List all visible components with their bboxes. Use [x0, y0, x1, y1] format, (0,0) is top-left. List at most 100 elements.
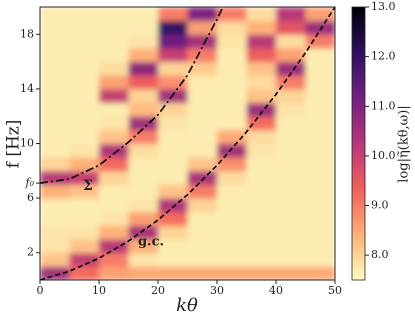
- heatmap-cell: [305, 170, 335, 185]
- x-tick-label: 20: [151, 284, 165, 297]
- heatmap-cell: [128, 102, 159, 117]
- heatmap-cell: [40, 211, 70, 226]
- y-tick-label: 6: [27, 191, 34, 204]
- heatmap-cell: [246, 184, 277, 199]
- heatmap-cell: [99, 116, 129, 131]
- heatmap-cell: [305, 47, 335, 63]
- heatmap-cell: [69, 88, 100, 104]
- heatmap-cell: [40, 7, 70, 22]
- heatmap-cell: [305, 102, 335, 117]
- heatmap-cell: [40, 266, 70, 280]
- y-tick-label: 18: [20, 27, 34, 40]
- curves: [40, 7, 335, 280]
- heatmap-cell: [158, 34, 188, 49]
- heatmap-cell: [246, 34, 277, 49]
- heatmap-cell: [276, 225, 306, 240]
- heatmap-cell: [99, 143, 129, 158]
- heatmap-cell: [305, 225, 335, 240]
- heatmap-cell: [69, 143, 100, 158]
- heatmap-cell: [158, 143, 188, 158]
- heatmap-cell: [305, 61, 335, 76]
- heatmap-cell: [69, 20, 100, 35]
- heatmap-cell: [305, 34, 335, 49]
- heatmap-cell: [246, 88, 277, 104]
- heatmap-cell: [69, 211, 100, 226]
- heatmap-cell: [128, 184, 159, 199]
- heatmap-cell: [276, 157, 306, 172]
- heatmap-cell: [276, 143, 306, 158]
- heatmap-cell: [305, 184, 335, 199]
- heatmap-cell: [217, 157, 247, 172]
- heatmap-cell: [305, 239, 335, 254]
- heatmap-cell: [246, 20, 277, 35]
- heatmap-cell: [128, 239, 159, 254]
- heatmap-cell: [187, 47, 218, 63]
- x-tick-label: 40: [269, 284, 283, 297]
- heatmap-cell: [69, 266, 100, 280]
- heatmap-cell: [305, 116, 335, 131]
- heatmap-cell: [158, 7, 188, 22]
- heatmap-cell: [187, 157, 218, 172]
- heatmap-cell: [305, 211, 335, 226]
- heatmap-cell: [99, 75, 129, 90]
- curve: [40, 7, 335, 280]
- heatmap-cell: [305, 266, 335, 280]
- heatmap-cell: [158, 75, 188, 90]
- heatmap-cell: [246, 61, 277, 76]
- y-tick-label: 14: [20, 82, 34, 95]
- heatmap-cell: [187, 20, 218, 35]
- heatmap-cell: [246, 211, 277, 226]
- heatmap-cell: [40, 252, 70, 267]
- heatmap-cell: [40, 198, 70, 213]
- colorbar-tick-label: 11.0: [371, 99, 396, 112]
- heatmap-cell: [128, 170, 159, 185]
- heatmap-cell: [128, 47, 159, 63]
- heatmap-cell: [99, 129, 129, 144]
- heatmap-cell: [187, 143, 218, 158]
- heatmap-cell: [187, 61, 218, 76]
- heatmap-cell: [276, 34, 306, 49]
- colorbar-tick-label: 12.0: [371, 50, 396, 63]
- colorbar-tick-label: 13.0: [371, 0, 396, 13]
- heatmap-cell: [158, 239, 188, 254]
- heatmap-cell: [187, 88, 218, 104]
- heatmap-cell: [276, 7, 306, 22]
- x-tick-label: 50: [328, 284, 342, 297]
- y-tick-label: f₀: [25, 176, 35, 189]
- y-axis-label: f [Hz]: [4, 120, 24, 169]
- heatmap-cell: [69, 102, 100, 117]
- heatmap-cell: [128, 211, 159, 226]
- heatmap-cell: [40, 34, 70, 49]
- heatmap-cell: [128, 198, 159, 213]
- heatmap-cell: [40, 143, 70, 158]
- annotation: g.c.: [138, 235, 164, 250]
- heatmap-cell: [305, 88, 335, 104]
- heatmap-cell: [69, 75, 100, 90]
- heatmap-cell: [246, 102, 277, 117]
- heatmap-cell: [69, 157, 100, 172]
- x-tick-label: 0: [37, 284, 44, 297]
- heatmap-cell: [276, 47, 306, 63]
- heatmap-cell: [158, 157, 188, 172]
- heatmap-cell: [187, 34, 218, 49]
- heatmap-cell: [187, 170, 218, 185]
- heatmap-cell: [69, 61, 100, 76]
- heatmap-cell: [217, 143, 247, 158]
- colorbar-tick-label: 9.0: [371, 199, 389, 212]
- heatmap-cell: [99, 211, 129, 226]
- heatmap-cell: [69, 239, 100, 254]
- annotation: Σ: [83, 178, 93, 194]
- heatmap-cell: [158, 20, 188, 35]
- heatmap-cell: [187, 252, 218, 267]
- heatmap-cell: [40, 157, 70, 172]
- heatmap-cell: [99, 198, 129, 213]
- heatmap-cell: [128, 116, 159, 131]
- heatmap-cell: [246, 225, 277, 240]
- heatmap-cell: [246, 239, 277, 254]
- heatmap-cell: [40, 20, 70, 35]
- heatmap-cell: [246, 198, 277, 213]
- heatmap-cell: [276, 61, 306, 76]
- heatmap-cell: [217, 75, 247, 90]
- heatmap-cell: [246, 116, 277, 131]
- heatmap-cell: [305, 20, 335, 35]
